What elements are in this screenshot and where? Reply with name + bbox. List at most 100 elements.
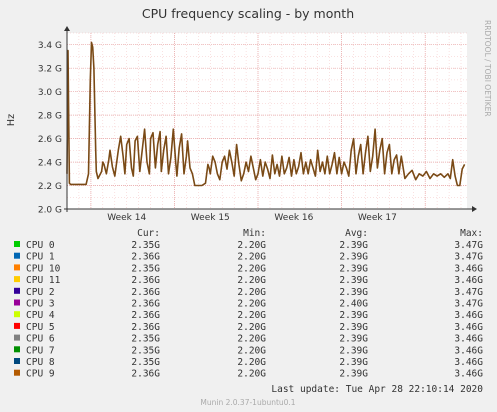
x-tick-labels: Week 14 Week 15 Week 16 Week 17: [107, 213, 397, 223]
legend-swatch: [14, 264, 20, 271]
plot-area: [67, 33, 467, 209]
y-tick-label: 3.4 G: [38, 41, 62, 51]
legend-value: 2.39G: [339, 275, 368, 286]
legend-value: 2.36G: [131, 369, 160, 380]
legend-series-name: CPU 11: [26, 275, 61, 286]
legend-series-name: CPU 3: [26, 299, 55, 310]
y-tick-label: 3.0 G: [38, 88, 62, 98]
table-header: Max:: [460, 228, 483, 239]
legend-swatch: [14, 358, 20, 364]
y-tick-label: 2.6 G: [38, 135, 62, 145]
legend-value: 2.36G: [131, 299, 160, 310]
legend-value: 2.20G: [237, 345, 266, 356]
legend-value: 2.35G: [131, 334, 160, 345]
legend-table: Cur: Min: Avg: Max: CPU 0 2.35G 2.20G 2.39G 3.47…: [14, 228, 483, 380]
x-tick-label: Week 15: [191, 213, 230, 223]
legend-series-name: CPU 8: [26, 357, 55, 368]
side-label: RRDTOOL / TOBI OETIKER: [483, 20, 492, 117]
legend-series-name: CPU 1: [26, 252, 55, 263]
y-tick-label: 3.2 G: [38, 65, 62, 75]
legend-value: 2.20G: [237, 287, 266, 298]
x-tick-label: Week 17: [358, 213, 397, 223]
legend-swatch: [14, 346, 20, 353]
legend-swatch: [14, 299, 20, 306]
series-line: [66, 41, 466, 187]
legend-value: 2.35G: [131, 345, 160, 356]
legend-value: 3.46G: [454, 275, 483, 286]
legend-value: 2.39G: [339, 310, 368, 321]
legend-value: 2.20G: [237, 263, 266, 274]
legend-value: 3.47G: [454, 252, 483, 263]
legend-value: 3.47G: [454, 287, 483, 298]
legend-value: 3.46G: [454, 357, 483, 368]
legend-value: 2.20G: [237, 310, 266, 321]
chart-title: CPU frequency scaling - by month: [142, 6, 354, 21]
legend-value: 2.39G: [339, 322, 368, 333]
legend-series-name: CPU 5: [26, 322, 55, 333]
series-lines: [66, 41, 466, 187]
legend-value: 3.47G: [454, 299, 483, 310]
legend-value: 2.35G: [131, 263, 160, 274]
y-axis-arrow: [64, 26, 70, 31]
legend-value: 2.20G: [237, 357, 266, 368]
legend-swatch: [14, 334, 20, 341]
legend-value: 2.36G: [131, 310, 160, 321]
legend-value: 2.20G: [237, 322, 266, 333]
legend-series-name: CPU 9: [26, 369, 55, 380]
legend-value: 2.39G: [339, 357, 368, 368]
grid-lines: [67, 32, 467, 210]
legend-value: 2.20G: [237, 275, 266, 286]
x-tick-label: Week 16: [274, 213, 313, 223]
last-update: Last update: Tue Apr 28 22:10:14 2020: [271, 384, 483, 395]
legend-value: 2.39G: [339, 287, 368, 298]
legend-value: 3.46G: [454, 369, 483, 380]
legend-value: 3.46G: [454, 334, 483, 345]
legend-value: 2.39G: [339, 263, 368, 274]
legend-value: 2.20G: [237, 334, 266, 345]
legend-value: 2.35G: [131, 357, 160, 368]
legend-value: 2.20G: [237, 240, 266, 251]
y-tick-label: 2.4 G: [38, 159, 62, 169]
x-axis-arrow: [472, 206, 477, 212]
legend-value: 3.46G: [454, 345, 483, 356]
legend-value: 2.20G: [237, 252, 266, 263]
legend-series-name: CPU 6: [26, 334, 55, 345]
y-axis-label: Hz: [6, 114, 17, 126]
legend-swatch: [14, 311, 20, 318]
legend-value: 2.39G: [339, 240, 368, 251]
table-header: Cur:: [137, 228, 160, 239]
legend-value: 2.39G: [339, 252, 368, 263]
legend-value: 2.35G: [131, 240, 160, 251]
legend-value: 3.46G: [454, 310, 483, 321]
legend-value: 2.36G: [131, 275, 160, 286]
legend-value: 2.20G: [237, 299, 266, 310]
legend-value: 2.36G: [131, 322, 160, 333]
y-tick-labels: 2.0 G 2.2 G 2.4 G 2.6 G 2.8 G 3.0 G 3.2 G 3.4 G: [38, 41, 62, 215]
legend-value: 2.39G: [339, 369, 368, 380]
table-header: Avg:: [345, 228, 368, 239]
munin-version: Munin 2.0.37-1ubuntu0.1: [200, 398, 295, 407]
legend-value: 3.46G: [454, 322, 483, 333]
legend-swatch: [14, 276, 20, 283]
legend-value: 2.39G: [339, 345, 368, 356]
y-tick-label: 2.8 G: [38, 112, 62, 122]
legend-series-name: CPU 7: [26, 345, 55, 356]
legend-swatch: [14, 287, 20, 294]
legend-series-name: CPU 10: [26, 263, 61, 274]
legend-value: 2.40G: [339, 299, 368, 310]
legend-swatch: [14, 241, 20, 247]
y-tick-label: 2.2 G: [38, 182, 62, 192]
x-tick-label: Week 14: [107, 213, 146, 223]
legend-series-name: CPU 4: [26, 310, 55, 321]
legend-value: 3.46G: [454, 263, 483, 274]
legend-value: 2.36G: [131, 287, 160, 298]
legend-series-name: CPU 0: [26, 240, 55, 251]
legend-value: 2.36G: [131, 252, 160, 263]
legend-swatch: [14, 252, 20, 259]
table-header: Min:: [243, 228, 266, 239]
legend-swatch: [14, 369, 20, 376]
legend-value: 2.39G: [339, 334, 368, 345]
legend-value: 3.47G: [454, 240, 483, 251]
legend-series-name: CPU 2: [26, 287, 55, 298]
